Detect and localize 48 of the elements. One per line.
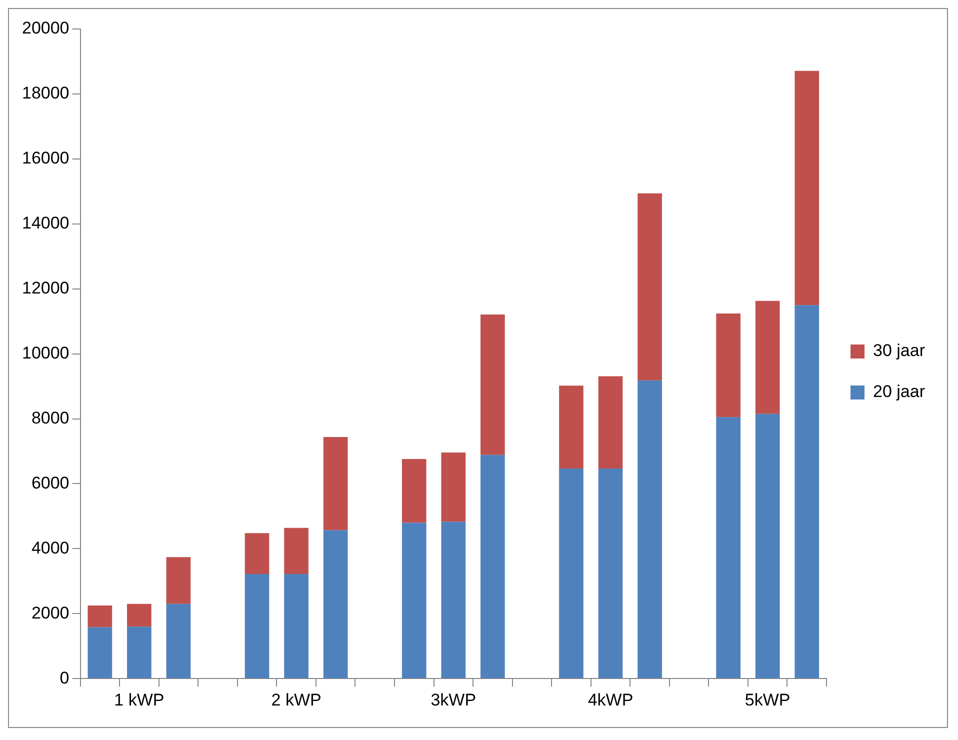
bar bbox=[127, 604, 152, 627]
bar bbox=[480, 454, 505, 678]
x-tick-label: 5kWP bbox=[744, 690, 790, 710]
bar bbox=[638, 193, 662, 380]
bar bbox=[755, 414, 780, 678]
bar bbox=[441, 522, 466, 678]
bar bbox=[244, 574, 270, 678]
bar bbox=[559, 468, 584, 678]
bar bbox=[88, 627, 112, 678]
bar bbox=[755, 300, 780, 414]
legend-label: 20 jaar bbox=[873, 382, 926, 402]
bar bbox=[244, 533, 270, 574]
bar bbox=[559, 386, 584, 468]
y-tick-label: 18000 bbox=[22, 84, 70, 103]
bar bbox=[480, 314, 505, 455]
bar bbox=[441, 452, 466, 522]
y-tick-label: 2000 bbox=[31, 603, 70, 622]
bar bbox=[402, 522, 426, 678]
bar bbox=[598, 376, 623, 468]
bar bbox=[127, 626, 152, 678]
bar bbox=[284, 574, 308, 678]
x-tick-label: 1 kWP bbox=[114, 690, 164, 710]
bar bbox=[323, 530, 348, 678]
y-tick-label: 10000 bbox=[22, 343, 70, 362]
y-tick-label: 4000 bbox=[31, 538, 70, 558]
bar bbox=[598, 468, 623, 678]
y-tick-label: 16000 bbox=[22, 148, 70, 168]
x-tick-label: 2 kWP bbox=[271, 690, 322, 710]
bar bbox=[284, 528, 308, 574]
bar bbox=[794, 305, 820, 678]
legend-label: 30 jaar bbox=[873, 341, 926, 360]
x-tick-label: 4kWP bbox=[588, 690, 634, 710]
y-tick-label: 20000 bbox=[22, 18, 70, 38]
bar bbox=[794, 70, 820, 306]
bar bbox=[88, 606, 112, 628]
bar bbox=[716, 417, 741, 678]
y-tick-label: 8000 bbox=[31, 408, 70, 428]
y-tick-label: 14000 bbox=[22, 214, 70, 233]
bar bbox=[716, 314, 741, 418]
bar bbox=[166, 604, 191, 678]
y-tick-label: 6000 bbox=[31, 473, 70, 492]
bar bbox=[638, 380, 662, 678]
y-tick-label: 0 bbox=[60, 668, 70, 688]
bar bbox=[166, 557, 191, 604]
x-tick-label: 3kWP bbox=[430, 690, 476, 710]
bar bbox=[323, 436, 348, 530]
bar bbox=[402, 459, 426, 523]
y-tick-label: 12000 bbox=[22, 278, 70, 298]
